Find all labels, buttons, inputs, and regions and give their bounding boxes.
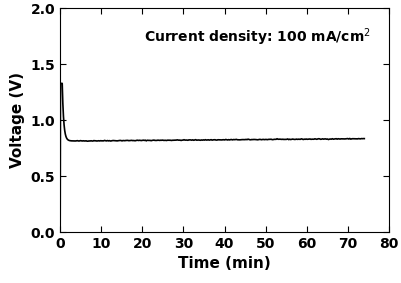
Y-axis label: Voltage (V): Voltage (V): [10, 72, 25, 168]
X-axis label: Time (min): Time (min): [178, 256, 271, 271]
Text: Current density: 100 mA/cm$^2$: Current density: 100 mA/cm$^2$: [144, 27, 371, 48]
